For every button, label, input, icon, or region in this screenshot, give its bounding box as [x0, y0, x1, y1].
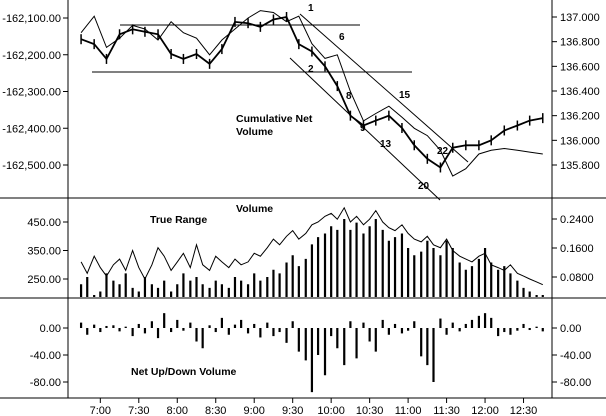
price-panel: 1 2 6 8 9 13 15 20 22 Cumulative Net Vol…: [80, 3, 544, 201]
x-tick-label: 12:30: [510, 405, 538, 416]
price-left-tick-label: -162,200.00: [2, 50, 61, 62]
x-tick-label: 11:30: [433, 405, 460, 416]
trendline-upper: [299, 13, 469, 163]
netud-right-tick-label: 0.00: [560, 323, 581, 335]
volume-right-tick-label: 0.1600: [560, 243, 594, 255]
netud-right-tick-label: -40.00: [560, 350, 591, 362]
price-left-tick-label: -162,100.00: [2, 13, 61, 25]
annotation-1: 1: [308, 3, 314, 14]
price-right-tick-label: 136.200: [560, 111, 600, 123]
price-left-tick-label: -162,400.00: [2, 123, 61, 135]
x-tick-label: 11:00: [395, 405, 422, 416]
netud-left-tick-label: -40.00: [30, 350, 61, 362]
volume-right-tick-label: 0.2400: [560, 214, 594, 226]
net-up-down-panel: Net Up/Down Volume: [79, 313, 544, 393]
price-right-tick-label: 135.800: [560, 160, 600, 172]
x-tick-label: 9:30: [282, 405, 303, 416]
volume-left-tick-label: 350.00: [27, 246, 61, 258]
price-left-tick-label: -162,500.00: [2, 160, 61, 172]
price-right-tick-label: 137.000: [560, 12, 600, 24]
cumulative-net-volume-line: [80, 10, 543, 177]
x-tick-label: 10:30: [356, 405, 384, 416]
x-tick-label: 7:30: [128, 405, 149, 416]
net-up-down-bars: [79, 313, 544, 393]
price-right-tick-label: 136.800: [560, 37, 600, 49]
volume-left-tick-label: 250.00: [27, 274, 61, 286]
annotation-8: 8: [346, 91, 352, 102]
price-right-tick-label: 136.600: [560, 61, 600, 73]
volume-panel: True Range Volume: [79, 203, 544, 297]
annotation-20: 20: [418, 181, 430, 192]
x-tick-label: 12:00: [471, 405, 499, 416]
x-tick-label: 8:30: [205, 405, 226, 416]
volume-label: Volume: [236, 203, 273, 215]
x-tick-label: 7:00: [90, 405, 111, 416]
annotation-2: 2: [308, 64, 314, 75]
price-right-tick-label: 136.400: [560, 86, 600, 98]
true-range-label: True Range: [150, 214, 207, 226]
netud-left-tick-label: 0.00: [40, 323, 61, 335]
x-tick-label: 10:00: [317, 405, 345, 416]
cumulative-net-volume-label-line-1: Cumulative Net: [236, 113, 313, 125]
true-range-bars: [79, 219, 544, 297]
price-left-tick-label: -162,300.00: [2, 87, 61, 99]
annotation-13: 13: [380, 139, 392, 150]
annotation-22: 22: [437, 146, 449, 157]
volume-left-tick-label: 450.00: [27, 217, 61, 229]
trendline-lower: [289, 57, 441, 201]
netud-right-tick-label: -80.00: [560, 377, 591, 389]
annotation-9: 9: [360, 123, 366, 134]
annotation-6: 6: [339, 32, 345, 43]
annotation-15: 15: [399, 90, 411, 101]
price-line: [80, 15, 543, 169]
x-tick-label: 8:00: [167, 405, 188, 416]
netud-left-tick-label: -80.00: [30, 377, 61, 389]
volume-line: [80, 206, 544, 286]
x-tick-label: 9:00: [244, 405, 265, 416]
price-right-tick-label: 136.000: [560, 135, 600, 147]
net-up-down-volume-label: Net Up/Down Volume: [131, 366, 237, 378]
cumulative-net-volume-label-line-2: Volume: [236, 126, 273, 138]
volume-right-tick-label: 0.0800: [560, 272, 594, 284]
